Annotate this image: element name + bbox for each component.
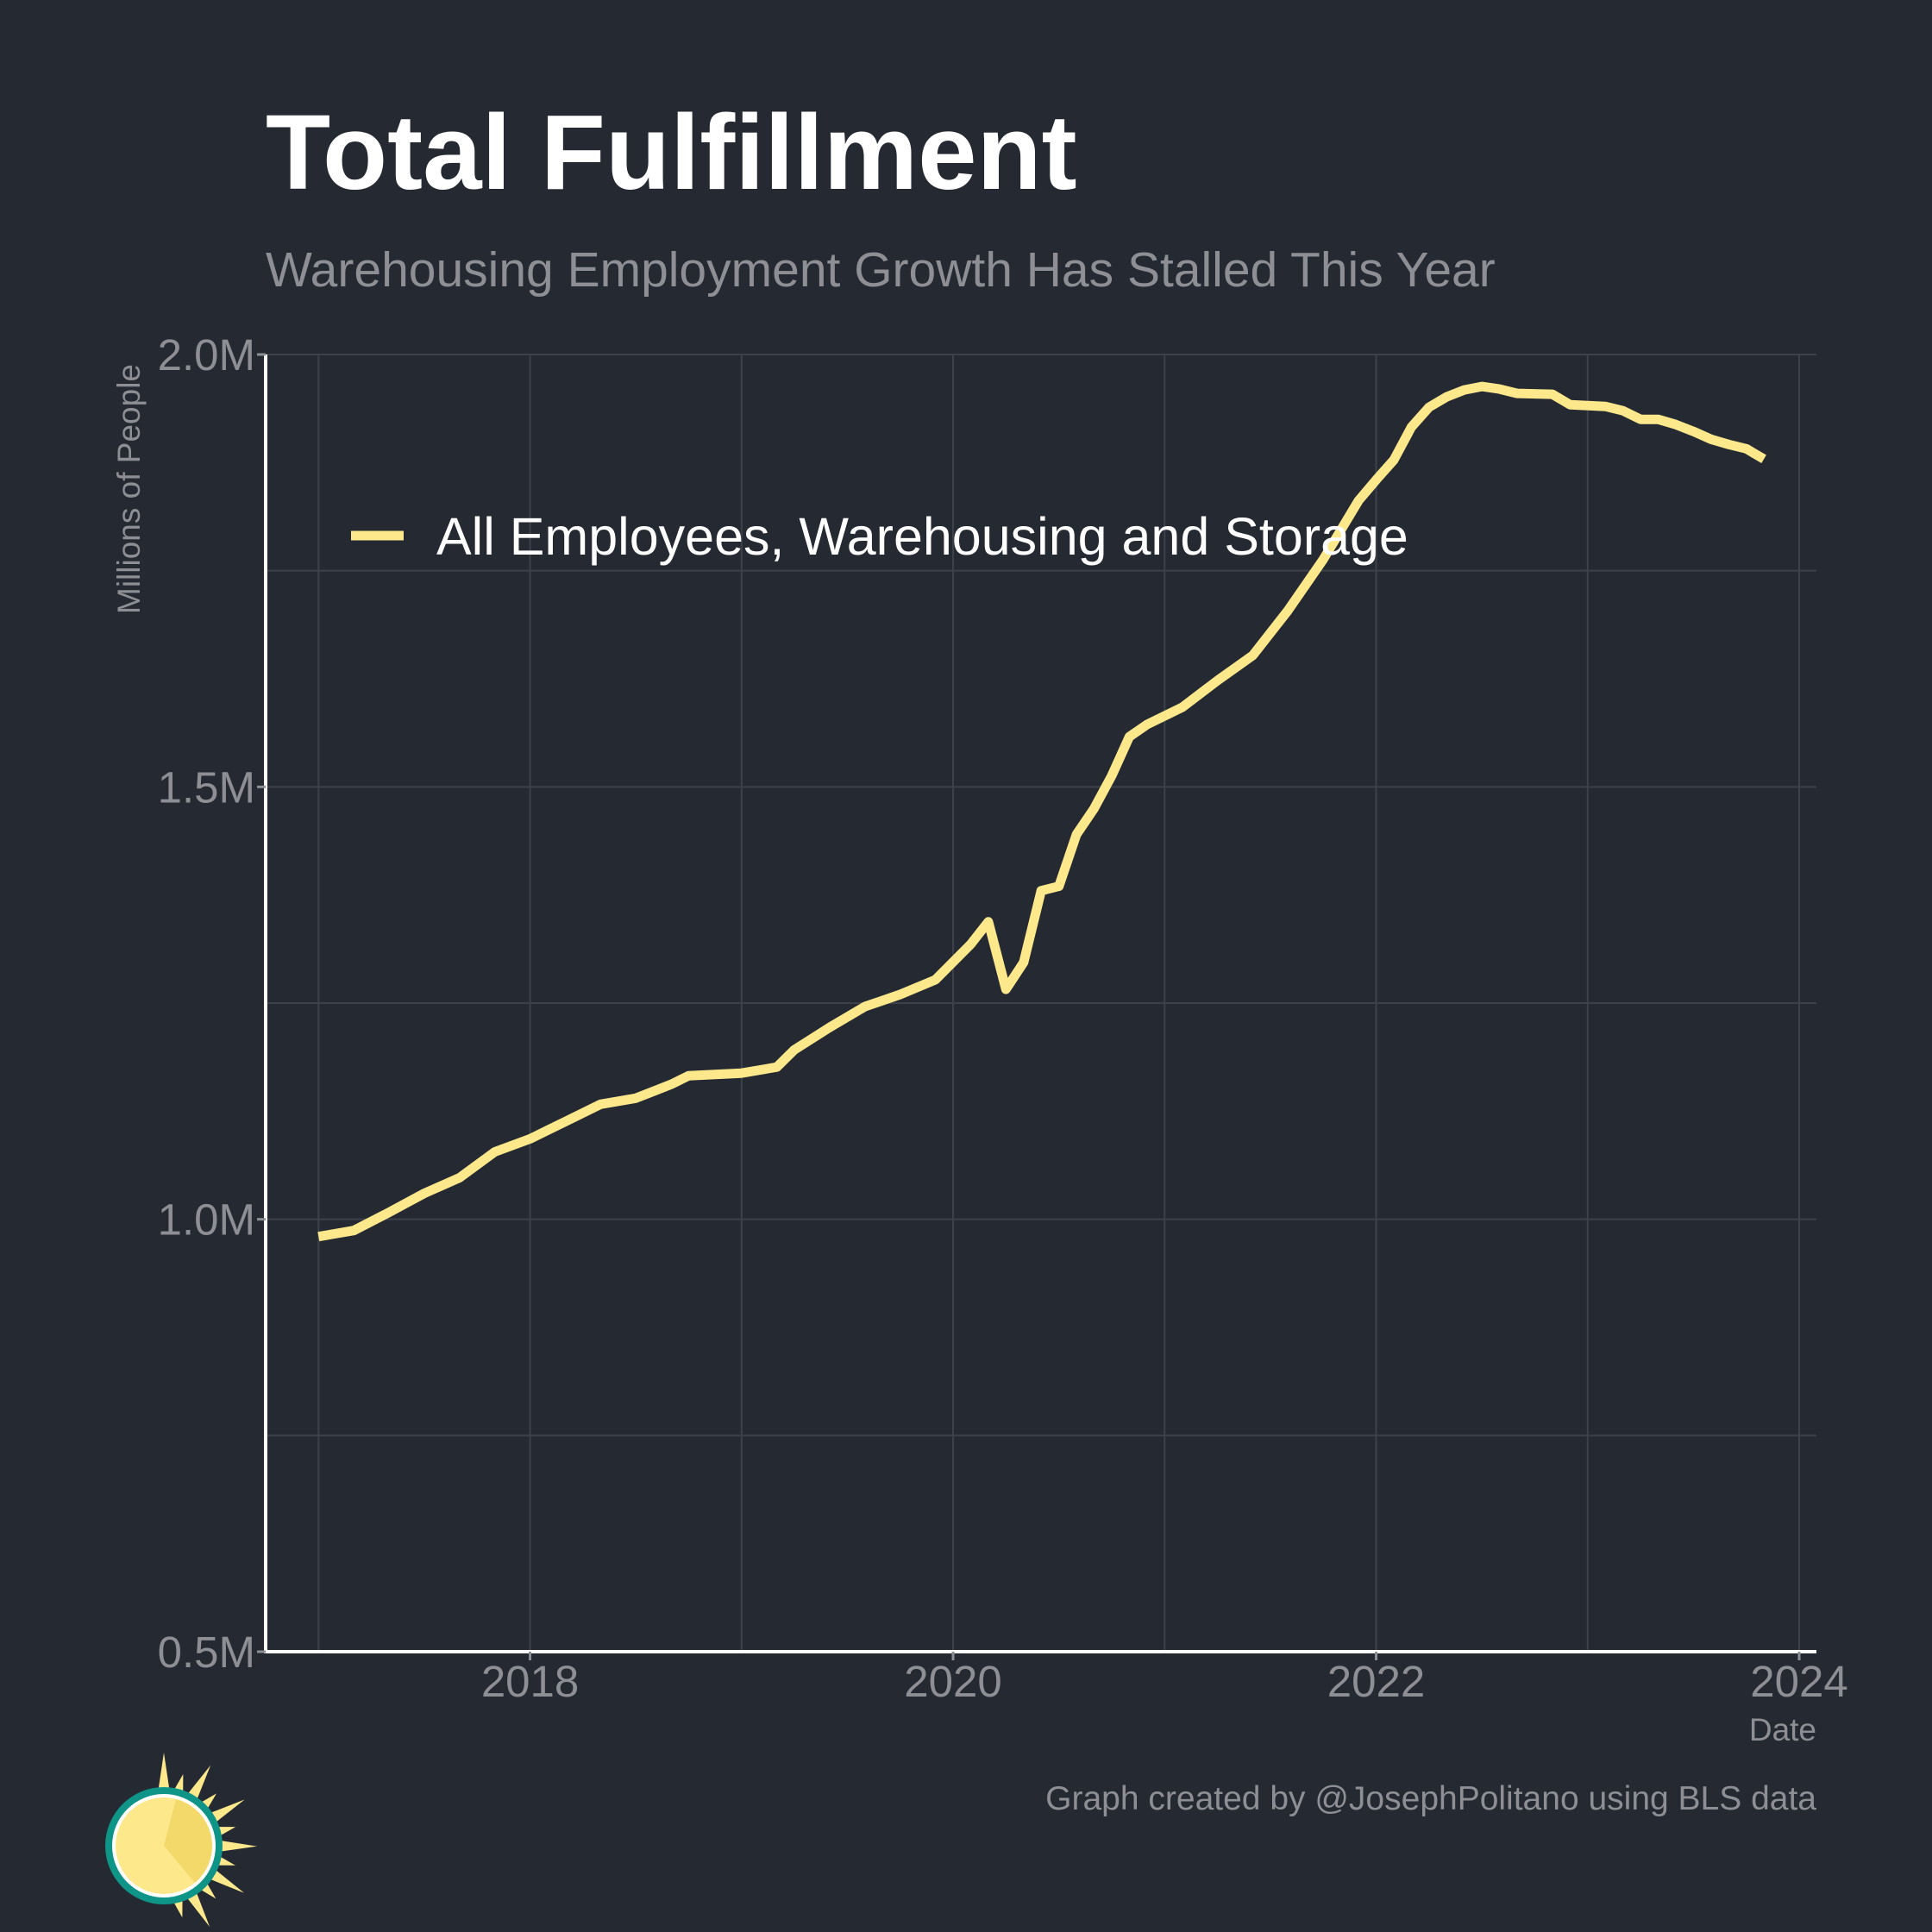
y-tick-label: 1.0M xyxy=(158,1195,255,1245)
logo-sun-shade xyxy=(164,1799,212,1883)
y-tick-label: 2.0M xyxy=(158,330,255,380)
y-axis-title: Millions of People xyxy=(111,364,147,614)
x-axis-title: Date xyxy=(1749,1712,1816,1747)
axes xyxy=(257,353,1816,1660)
legend-label: All Employees, Warehousing and Storage xyxy=(436,507,1408,566)
series-lines xyxy=(317,381,1766,1242)
sun-logo xyxy=(105,1753,257,1928)
chart-title: Total Fulfillment xyxy=(266,94,1077,212)
sun-ray xyxy=(213,1839,257,1853)
gridlines xyxy=(266,354,1816,1652)
y-tick-label: 1.5M xyxy=(158,762,255,812)
x-tick-label: 2022 xyxy=(1327,1657,1425,1706)
chart-subtitle: Warehousing Employment Growth Has Stalle… xyxy=(266,242,1496,298)
x-tick-label: 2018 xyxy=(481,1657,579,1706)
legend: All Employees, Warehousing and Storage xyxy=(351,507,1408,566)
y-tick-label: 0.5M xyxy=(158,1628,255,1677)
tick-labels: 0.5M 1.0M 1.5M 2.0M 2018 2020 2022 2024 xyxy=(158,330,1848,1706)
x-tick-label: 2020 xyxy=(904,1657,1001,1706)
source-caption: Graph created by @JosephPolitano using B… xyxy=(1045,1780,1816,1817)
x-tick-label: 2024 xyxy=(1750,1657,1847,1706)
series-line xyxy=(317,381,1766,1242)
sun-ray xyxy=(157,1753,171,1797)
